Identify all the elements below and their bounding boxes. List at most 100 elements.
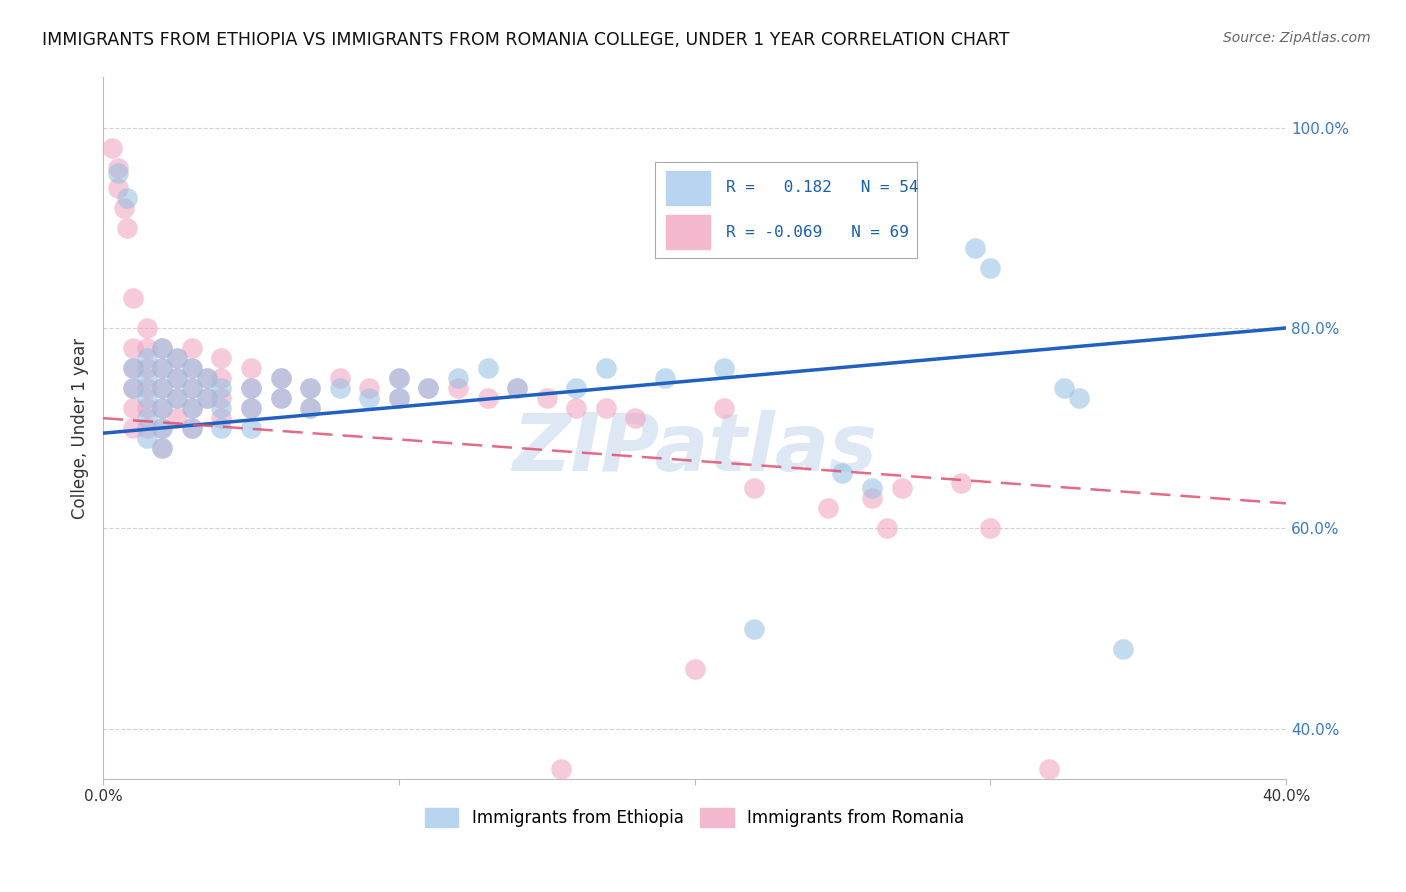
Point <box>121 401 143 416</box>
Point <box>418 381 440 395</box>
Point <box>166 351 188 365</box>
Point <box>713 401 735 416</box>
Point <box>329 371 352 385</box>
Point <box>477 361 499 376</box>
Bar <box>665 215 710 250</box>
Point <box>270 391 292 405</box>
Point <box>180 361 202 376</box>
Point <box>136 431 159 445</box>
Point <box>209 381 232 395</box>
Point <box>166 371 188 385</box>
Y-axis label: College, Under 1 year: College, Under 1 year <box>72 337 89 519</box>
Point <box>180 361 202 376</box>
Point <box>180 421 202 435</box>
Point <box>150 361 173 376</box>
Point <box>121 381 143 395</box>
Point <box>860 491 883 506</box>
Point <box>166 411 188 425</box>
Point <box>565 401 588 416</box>
Point <box>136 371 159 385</box>
Point <box>115 191 138 205</box>
Point <box>240 361 263 376</box>
Point <box>107 180 129 194</box>
Point <box>166 351 188 365</box>
Text: IMMIGRANTS FROM ETHIOPIA VS IMMIGRANTS FROM ROMANIA COLLEGE, UNDER 1 YEAR CORREL: IMMIGRANTS FROM ETHIOPIA VS IMMIGRANTS F… <box>42 31 1010 49</box>
Point <box>713 361 735 376</box>
Point <box>101 140 124 154</box>
Text: R = -0.069   N = 69: R = -0.069 N = 69 <box>725 225 908 240</box>
Point <box>1112 641 1135 656</box>
Point <box>121 421 143 435</box>
Point <box>166 391 188 405</box>
Point <box>565 381 588 395</box>
Point <box>121 361 143 376</box>
Point <box>136 401 159 416</box>
Point <box>150 361 173 376</box>
Point <box>195 391 218 405</box>
Text: ZIPatlas: ZIPatlas <box>512 410 877 488</box>
Point <box>180 401 202 416</box>
Point <box>979 260 1001 275</box>
Point <box>949 476 972 491</box>
Point <box>136 381 159 395</box>
Point <box>299 401 322 416</box>
Point <box>136 391 159 405</box>
Point <box>742 481 765 495</box>
Point <box>180 421 202 435</box>
Point <box>550 762 572 776</box>
Point <box>107 161 129 175</box>
Point <box>536 391 558 405</box>
Point <box>121 291 143 305</box>
Point <box>180 401 202 416</box>
Text: R =   0.182   N = 54: R = 0.182 N = 54 <box>725 180 918 195</box>
Point <box>742 622 765 636</box>
Point <box>506 381 529 395</box>
Point <box>240 421 263 435</box>
Point <box>166 371 188 385</box>
Point <box>136 351 159 365</box>
Point <box>299 381 322 395</box>
Point <box>418 381 440 395</box>
Point <box>876 521 898 535</box>
Point <box>595 361 617 376</box>
Point <box>831 467 853 481</box>
Point <box>121 361 143 376</box>
Point <box>136 411 159 425</box>
Text: Source: ZipAtlas.com: Source: ZipAtlas.com <box>1223 31 1371 45</box>
Legend: Immigrants from Ethiopia, Immigrants from Romania: Immigrants from Ethiopia, Immigrants fro… <box>419 801 970 834</box>
Point <box>209 411 232 425</box>
Point <box>477 391 499 405</box>
Point <box>150 441 173 455</box>
Point <box>150 441 173 455</box>
Point <box>388 391 411 405</box>
Point <box>180 341 202 355</box>
Point <box>121 341 143 355</box>
Point <box>683 662 706 676</box>
Point <box>299 381 322 395</box>
Point <box>150 401 173 416</box>
Point <box>195 371 218 385</box>
Point <box>240 381 263 395</box>
Point <box>359 391 381 405</box>
Point <box>624 411 647 425</box>
Point <box>1038 762 1060 776</box>
Point <box>107 166 129 180</box>
Point <box>209 371 232 385</box>
Point <box>195 371 218 385</box>
Point <box>329 381 352 395</box>
Point <box>1067 391 1090 405</box>
Point <box>150 341 173 355</box>
Point <box>388 371 411 385</box>
Point <box>654 371 676 385</box>
Point <box>150 381 173 395</box>
Bar <box>665 170 710 205</box>
Point <box>150 381 173 395</box>
Point <box>209 391 232 405</box>
Point <box>209 401 232 416</box>
Point <box>121 381 143 395</box>
Point <box>447 371 470 385</box>
Point <box>270 391 292 405</box>
Point <box>166 391 188 405</box>
Point <box>817 501 839 516</box>
Point <box>890 481 912 495</box>
